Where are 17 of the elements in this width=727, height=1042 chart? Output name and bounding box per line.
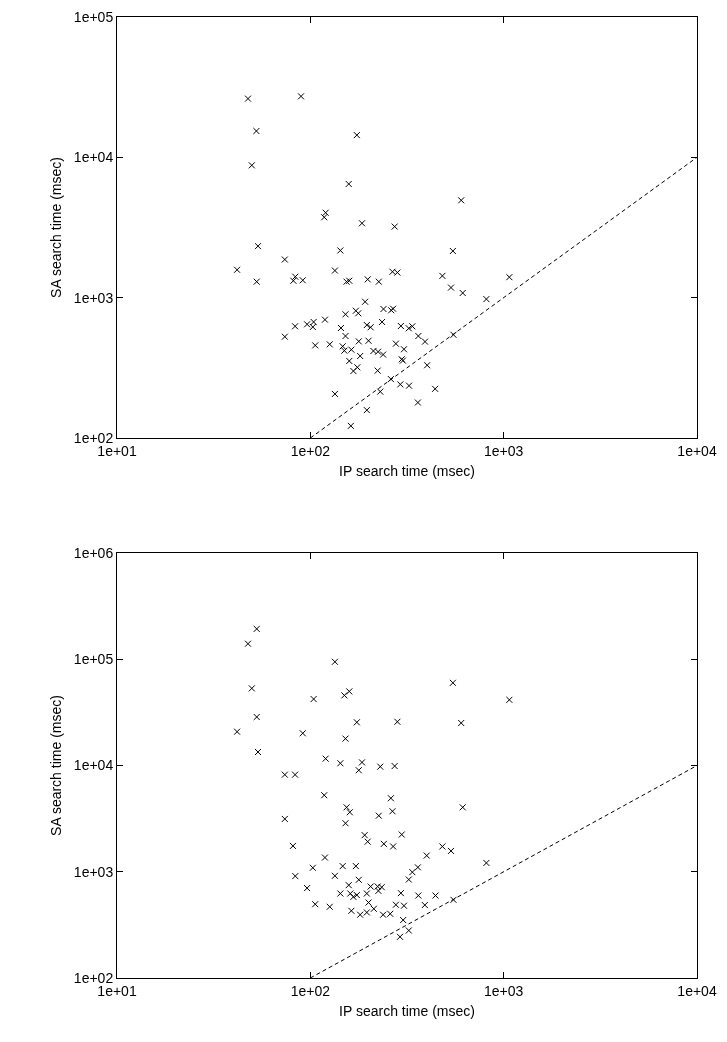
x-tick-label: 1e+04 bbox=[677, 442, 717, 459]
x-axis-title: IP search time (msec) bbox=[339, 463, 475, 480]
y-tick-label: 1e+04 bbox=[73, 757, 114, 774]
x-tick-label: 1e+02 bbox=[290, 982, 331, 999]
y-axis-title: SA search time (msec) bbox=[48, 157, 65, 298]
y-tick-label: 1e+05 bbox=[73, 8, 114, 25]
x-tick-label: 1e+03 bbox=[484, 442, 524, 459]
x-tick-label: 1e+02 bbox=[290, 442, 331, 459]
x-axis-title: IP search time (msec) bbox=[339, 1003, 475, 1020]
y-tick-label: 1e+05 bbox=[73, 651, 114, 668]
y-tick-label: 1e+06 bbox=[73, 544, 114, 561]
y-axis-title: SA search time (msec) bbox=[48, 695, 65, 836]
y-tick-label: 1e+03 bbox=[73, 289, 114, 306]
x-tick-label: 1e+04 bbox=[677, 982, 717, 999]
x-tick-label: 1e+03 bbox=[484, 982, 524, 999]
y-tick-label: 1e+03 bbox=[73, 863, 114, 880]
y-tick-label: 1e+04 bbox=[73, 149, 114, 166]
